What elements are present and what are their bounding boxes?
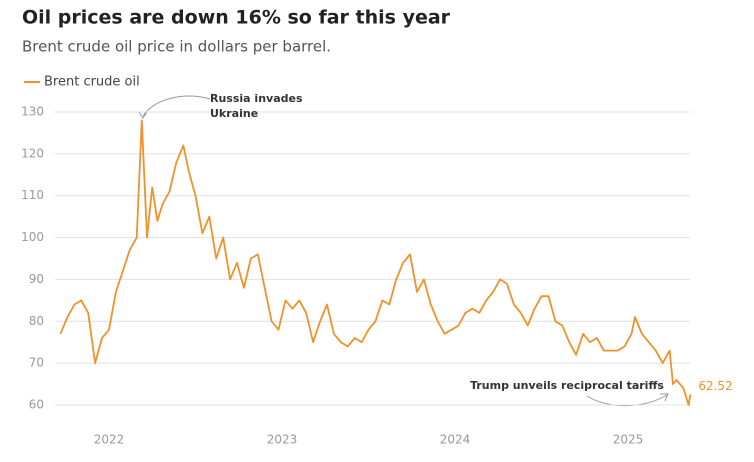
annotation-arrowhead [660, 393, 669, 402]
legend-label: Brent crude oil [44, 75, 140, 90]
annotation: Russia invades [210, 92, 303, 105]
x-tick-label: 2022 [94, 433, 125, 447]
x-tick-label: 2024 [440, 433, 471, 447]
x-tick-label: 2025 [613, 433, 644, 447]
annotation-arrow [142, 95, 211, 117]
y-tick-label: 70 [29, 356, 44, 370]
y-tick-label: 110 [21, 188, 44, 202]
y-tick-label: 60 [29, 398, 44, 412]
y-tick-label: 90 [29, 272, 44, 286]
data-line [59, 119, 692, 406]
chart-title: Oil prices are down 16% so far this year [22, 7, 451, 29]
annotation: Trump unveils reciprocal tariffs [470, 379, 664, 392]
annotation-arrowhead [138, 111, 148, 119]
y-tick-label: 130 [21, 105, 44, 119]
x-tick-label: 2023 [267, 433, 298, 447]
y-tick-label: 100 [21, 230, 44, 244]
y-tick-label: 120 [21, 146, 44, 160]
annotation-arrow [586, 394, 668, 407]
annotation: Ukraine [210, 107, 258, 120]
value-label: 62.52 [698, 379, 732, 393]
y-tick-label: 80 [29, 314, 44, 328]
chart-subtitle: Brent crude oil price in dollars per bar… [22, 38, 331, 56]
